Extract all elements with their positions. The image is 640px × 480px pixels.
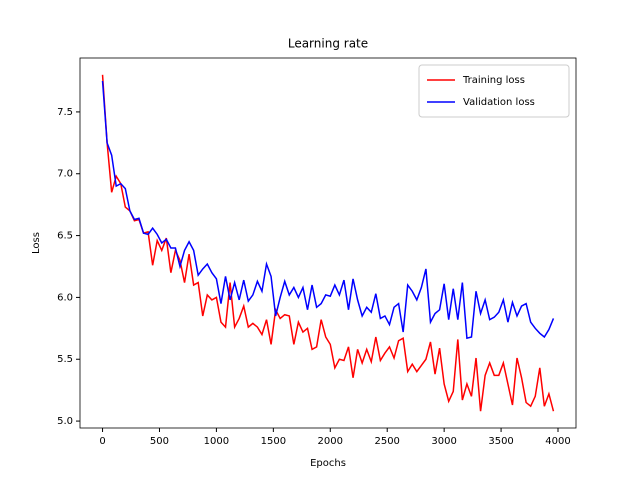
- x-tick-label: 2500: [374, 436, 399, 447]
- plot-frame: [79, 57, 577, 429]
- line-series: [101, 80, 555, 340]
- legend-label: Training loss: [462, 75, 525, 86]
- x-tick-label: 1000: [204, 436, 229, 447]
- x-tick-label: 3000: [431, 436, 456, 447]
- x-tick-label: 1500: [261, 436, 286, 447]
- x-tick-label: 2000: [318, 436, 343, 447]
- y-tick-label: 5.0: [57, 416, 73, 427]
- legend-label: Validation loss: [463, 97, 535, 108]
- y-tick-label: 6.0: [57, 292, 73, 303]
- chart-title: Learning rate: [288, 37, 368, 51]
- x-axis-label: Epochs: [310, 458, 346, 469]
- y-axis-label: Loss: [31, 232, 42, 254]
- legend-box: [418, 64, 570, 118]
- x-tick-label: 0: [99, 436, 105, 447]
- x-tick-label: 4000: [545, 436, 570, 447]
- x-tick-label: 500: [150, 436, 169, 447]
- y-tick-label: 5.5: [57, 354, 73, 365]
- y-tick-label: 6.5: [57, 231, 73, 242]
- y-tick-label: 7.5: [57, 107, 73, 118]
- x-tick-label: 3500: [488, 436, 513, 447]
- y-tick-label: 7.0: [57, 169, 73, 180]
